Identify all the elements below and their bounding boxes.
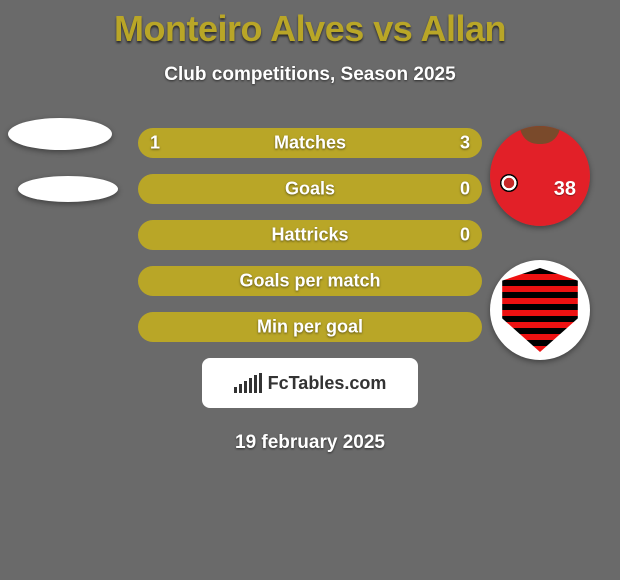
stat-row: Min per goal: [138, 312, 482, 342]
brand-bar: [244, 381, 247, 393]
stat-label: Matches: [274, 133, 346, 154]
page-title: Monteiro Alves vs Allan: [0, 0, 620, 50]
stat-label: Hattricks: [271, 225, 348, 246]
club-crest-icon: [498, 268, 582, 352]
brand-box: FcTables.com: [202, 358, 418, 408]
stat-row: Goals per match: [138, 266, 482, 296]
stat-right-value: 0: [460, 179, 470, 200]
brand-bars-icon: [234, 373, 262, 393]
brand-bar: [254, 375, 257, 393]
brand-bar: [239, 384, 242, 393]
brand-bar: [249, 378, 252, 393]
brand-bar: [259, 373, 262, 393]
jersey-number: 38: [554, 178, 576, 201]
jersey-logo-icon: [500, 174, 518, 192]
stat-label: Min per goal: [257, 317, 363, 338]
stat-row: 1 3 Matches: [138, 128, 482, 158]
stat-row: 0 Hattricks: [138, 220, 482, 250]
subtitle: Club competitions, Season 2025: [0, 64, 620, 86]
brand-text: FcTables.com: [268, 373, 387, 394]
stat-label: Goals per match: [239, 271, 380, 292]
stat-label: Goals: [285, 179, 335, 200]
player-left-avatar-1: [8, 118, 112, 150]
comparison-card: Monteiro Alves vs Allan Club competition…: [0, 0, 620, 580]
brand-bar: [234, 387, 237, 393]
stat-left-value: 1: [150, 133, 160, 154]
stat-right-value: 3: [460, 133, 470, 154]
stat-right-value: 0: [460, 225, 470, 246]
player-left-club-badge: [18, 176, 118, 202]
stat-row: 0 Goals: [138, 174, 482, 204]
player-right-club-badge: [490, 260, 590, 360]
date-text: 19 february 2025: [0, 432, 620, 454]
player-right-avatar: 38: [490, 126, 590, 226]
